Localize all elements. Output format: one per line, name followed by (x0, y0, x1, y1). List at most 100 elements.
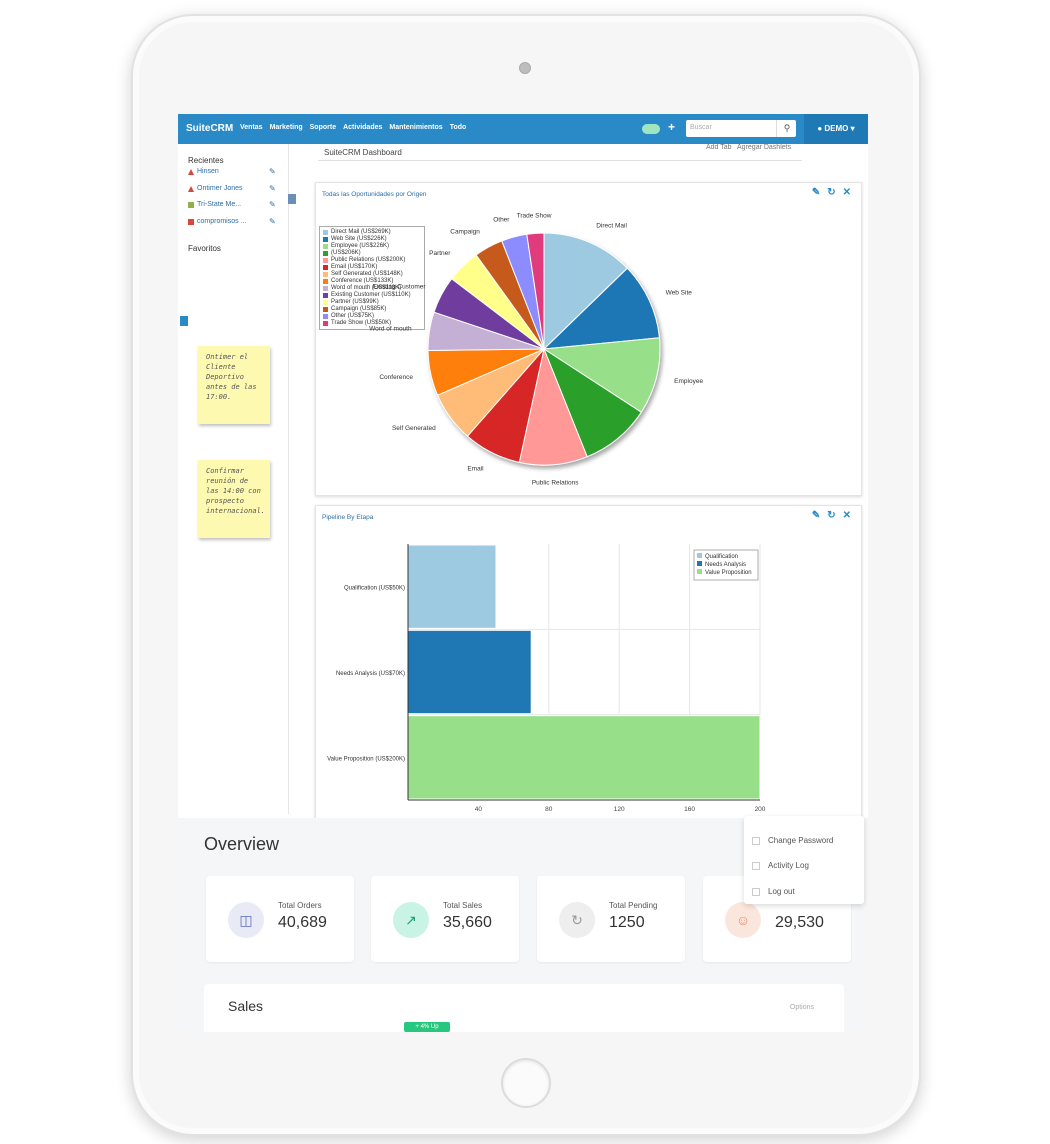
plus-icon[interactable]: + (668, 120, 676, 134)
legend-swatch (323, 279, 328, 284)
legend-entry: Employee (US$226K) (323, 243, 421, 250)
close-icon[interactable]: ✕ (842, 510, 851, 521)
sticky-note[interactable]: Ontimer el Cliente Deportivo antes de la… (198, 346, 270, 424)
legend-label: Campaign (US$85K) (331, 306, 387, 312)
pencil-icon[interactable]: ✎ (269, 200, 276, 209)
legend-entry: Self Generated (US$148K) (323, 271, 421, 278)
legend-swatch (697, 569, 702, 574)
sticky-note[interactable]: Confirmar reunión de las 14:00 con prosp… (198, 460, 270, 538)
legend-swatch (323, 314, 328, 319)
legend-entry: Word of mouth (US$113K) (323, 285, 421, 292)
dashlet-title: Pipeline By Etapa (322, 514, 374, 521)
pencil-icon[interactable]: ✎ (269, 167, 276, 176)
refresh-icon[interactable]: ↻ (827, 187, 836, 198)
legend-entry: (US$206K) (323, 250, 421, 257)
menu-item-soporte[interactable]: Soporte (309, 124, 337, 131)
add-dashlets-link[interactable]: Agregar Dashlets (737, 144, 792, 151)
legend-swatch (323, 286, 328, 291)
pencil-icon[interactable]: ✎ (269, 217, 276, 226)
user-dropdown-menu: Change Password Activity Log Log out (744, 816, 864, 904)
log-icon (752, 861, 760, 870)
pie-slice[interactable] (543, 232, 629, 351)
legend-entry: Web Site (US$226K) (323, 236, 421, 243)
pencil-icon[interactable]: ✎ (811, 510, 821, 521)
chart-legend: Direct Mail (US$269K) Web Site (US$226K) E… (319, 226, 425, 330)
card-value: 40,689 (278, 914, 327, 931)
recent-item[interactable]: Ontimer Jones (188, 185, 243, 192)
menu-item-activity-log[interactable]: Activity Log (752, 861, 809, 870)
legend-label: Direct Mail (US$269K) (331, 229, 391, 235)
calendar-icon (188, 218, 194, 225)
recent-item[interactable]: Tri-State Me... (188, 201, 241, 208)
legend-label: Value Proposition (705, 570, 752, 576)
menu-item-mantenimientos[interactable]: Mantenimientos (389, 124, 443, 131)
options-dropdown[interactable]: Options (789, 1004, 814, 1011)
pie-slice-label: Partner (429, 250, 451, 257)
sales-card: Sales Options + 4% Up (204, 984, 844, 1032)
legend-swatch (697, 553, 702, 558)
search-input[interactable]: Buscar ⚲ (686, 120, 796, 137)
legend-entry: Existing Customer (US$110K) (323, 292, 421, 299)
pie-slice-label: Conference (379, 374, 413, 381)
menu-item-marketing[interactable]: Marketing (269, 124, 303, 131)
legend-label: Word of mouth (US$113K) (331, 285, 402, 291)
favoritos-heading: Favoritos (188, 244, 221, 253)
menu-item-actividades[interactable]: Actividades (343, 124, 383, 131)
menu-item-ventas[interactable]: Ventas (240, 124, 263, 131)
menu-item-log-out[interactable]: Log out (752, 887, 795, 896)
legend-swatch (323, 237, 328, 242)
toggle-switch[interactable] (642, 124, 660, 134)
legend-entry: Email (US$170K) (323, 264, 421, 271)
legend-swatch (697, 561, 702, 566)
stat-card[interactable]: ↻ Total Pending 1250 (537, 876, 685, 962)
dashlet-title: Todas las Oportunidades por Origen (322, 191, 427, 198)
sidebar: Recientes Hinsen ✎ Ontimer Jones ✎ Tri-S… (178, 144, 289, 814)
recent-item[interactable]: Hinsen (188, 168, 219, 175)
dashlet-controls: ✎ ↻ ✕ (812, 187, 851, 198)
sidebar-toggle[interactable] (180, 316, 188, 326)
box-icon: ◫ (228, 902, 264, 938)
recent-item[interactable]: compromisos ... (188, 218, 246, 225)
home-button[interactable] (501, 1058, 551, 1108)
legend-label: Trade Show (US$50K) (331, 320, 392, 326)
main-menu: Ventas Marketing Soporte Actividades Man… (240, 124, 466, 131)
add-tab-link[interactable]: Add Tab (706, 144, 732, 151)
legend-label: Email (US$170K) (331, 264, 378, 270)
pencil-icon[interactable]: ✎ (269, 184, 276, 193)
bar[interactable] (407, 544, 497, 629)
legend-label: Qualification (705, 554, 738, 560)
legend-entry: Campaign (US$85K) (323, 306, 421, 313)
x-tick-label: 80 (545, 806, 553, 813)
search-icon[interactable]: ⚲ (776, 120, 797, 137)
pie-slice[interactable] (526, 232, 545, 350)
lock-icon (752, 836, 760, 845)
legend-entry: Direct Mail (US$269K) (323, 229, 421, 236)
chart-icon: ↗ (393, 902, 429, 938)
pencil-icon[interactable]: ✎ (811, 187, 821, 198)
pie-slice[interactable] (542, 267, 661, 350)
legend-label: Public Relations (US$200K) (331, 257, 406, 263)
pie-slice-label: Email (467, 466, 484, 473)
dashboard-tab[interactable]: SuiteCRM Dashboard (324, 148, 402, 157)
bar[interactable] (407, 715, 761, 800)
close-icon[interactable]: ✕ (842, 187, 851, 198)
legend-swatch (323, 230, 328, 235)
card-value: 35,660 (443, 914, 492, 931)
menu-item-change-password[interactable]: Change Password (752, 836, 833, 845)
dashlet-handle[interactable] (288, 194, 296, 204)
legend-entry: Partner (US$99K) (323, 299, 421, 306)
brand-logo[interactable]: SuiteCRM (186, 123, 234, 134)
legend-label: Web Site (US$226K) (331, 236, 387, 242)
pie-chart: Direct Mail Web Site Employee Public Relati… (369, 212, 703, 486)
refresh-icon[interactable]: ↻ (827, 510, 836, 521)
stat-card[interactable]: ◫ Total Orders 40,689 (206, 876, 354, 962)
user-menu-button[interactable]: ● DEMO ▾ (804, 114, 868, 144)
bar[interactable] (407, 629, 532, 715)
card-label: Total Orders (278, 901, 322, 910)
legend-swatch (323, 321, 328, 326)
menu-item-todo[interactable]: Todo (449, 124, 467, 131)
legend-label: Existing Customer (US$110K) (331, 292, 411, 298)
stat-card[interactable]: ↗ Total Sales 35,660 (371, 876, 519, 962)
legend-entry: Conference (US$133K) (323, 278, 421, 285)
pie-slice[interactable] (542, 337, 661, 413)
